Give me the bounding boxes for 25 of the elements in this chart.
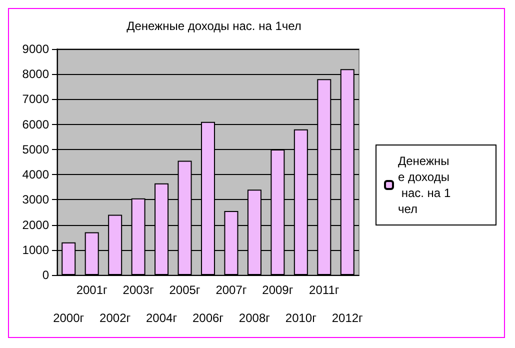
y-tick-label: 7000 bbox=[22, 92, 50, 106]
x-tick-label: 2003г bbox=[122, 283, 154, 297]
x-tick-label: 2005г bbox=[169, 283, 201, 297]
x-tick-label: 2000г bbox=[53, 311, 85, 325]
y-tick-label: 2000 bbox=[22, 218, 50, 232]
y-tick-label: 4000 bbox=[22, 168, 50, 182]
y-tick-label: 3000 bbox=[22, 192, 50, 207]
y-tick-label: 6000 bbox=[22, 117, 50, 132]
y-tick-label: 0 bbox=[42, 268, 50, 282]
x-tick-label: 2009г bbox=[262, 283, 294, 297]
legend-label: Денежные доходы нас. на 1чел bbox=[398, 154, 451, 216]
y-tick-label: 5000 bbox=[22, 142, 50, 156]
y-tick-label: 9000 bbox=[22, 42, 50, 56]
x-tick-label: 2011г bbox=[309, 283, 340, 297]
chart-title: Денежные доходы нас. на 1чел bbox=[126, 19, 302, 33]
y-tick-label: 1000 bbox=[22, 242, 50, 257]
x-tick-label: 2010г bbox=[285, 311, 318, 325]
x-tick-label: 2012г bbox=[332, 311, 364, 325]
x-tick-label: 2008г bbox=[238, 311, 271, 325]
x-tick-label: 2006г bbox=[192, 311, 224, 325]
y-tick-label: 8000 bbox=[22, 67, 50, 82]
x-tick-label: 2007г bbox=[216, 283, 248, 297]
x-tick-label: 2004г bbox=[146, 311, 178, 325]
x-tick-label: 2002г bbox=[100, 311, 132, 325]
x-tick-label: 2001г bbox=[76, 283, 108, 297]
